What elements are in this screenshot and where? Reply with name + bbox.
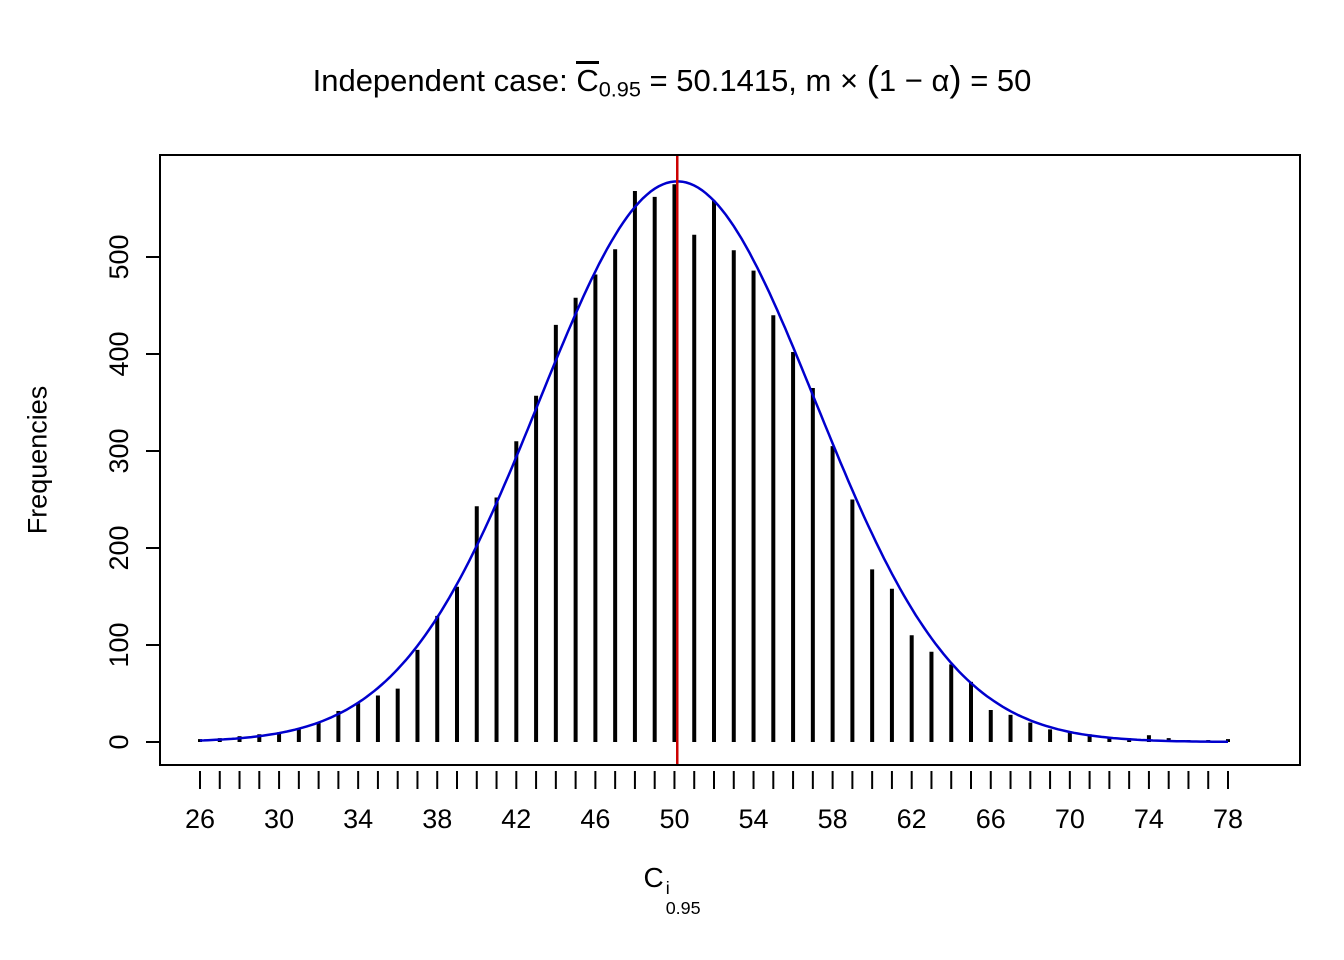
x-axis-label-subscript: 0.95	[665, 898, 701, 919]
title-prefix: Independent case:	[312, 63, 577, 98]
x-axis-label-letter: C	[643, 862, 664, 893]
density-curve	[199, 180, 1228, 744]
x-tick-label-78: 78	[1213, 804, 1243, 834]
x-tick-label-70: 70	[1055, 804, 1085, 834]
x-tick-label-34: 34	[343, 804, 373, 834]
title-paren-close: )	[949, 58, 962, 99]
x-tick-label-54: 54	[739, 804, 769, 834]
x-tick-label-42: 42	[501, 804, 531, 834]
x-tick-label-50: 50	[659, 804, 689, 834]
x-tick-label-38: 38	[422, 804, 452, 834]
plot-box	[159, 154, 1301, 766]
title-cbar: C	[576, 61, 599, 98]
x-tick-label-46: 46	[580, 804, 610, 834]
x-tick-label-62: 62	[897, 804, 927, 834]
y-tick-label-300: 300	[104, 428, 134, 473]
title-paren-inner: 1 − α	[878, 63, 950, 98]
x-axis: 26 30 34 38 42 46 50 54 58 62 66 70 74 78	[185, 771, 1243, 834]
histogram-bars	[198, 184, 1230, 742]
y-axis: 0 100 200 300 400 500	[104, 234, 160, 750]
y-tick-label-0: 0	[104, 734, 134, 749]
y-axis-label: Frequencies	[22, 385, 53, 535]
title-mid: = 50.1415, m	[640, 63, 840, 98]
title-cbar-subscript: 0.95	[598, 76, 641, 102]
x-tick-label-66: 66	[976, 804, 1006, 834]
y-tick-label-400: 400	[104, 331, 134, 376]
chart-title: Independent case: C0.95 = 50.1415, m × (…	[0, 58, 1344, 103]
x-tick-label-26: 26	[185, 804, 215, 834]
y-tick-label-100: 100	[104, 622, 134, 667]
x-tick-label-58: 58	[818, 804, 848, 834]
title-paren-open: (	[866, 58, 879, 99]
x-tick-label-30: 30	[264, 804, 294, 834]
x-tick-label-74: 74	[1134, 804, 1164, 834]
title-times: ×	[839, 63, 867, 98]
y-tick-label-200: 200	[104, 525, 134, 570]
y-tick-label-500: 500	[104, 234, 134, 279]
title-suffix: = 50	[961, 63, 1032, 98]
x-axis-label-scripts: i 0.95	[666, 879, 701, 918]
x-axis-label-superscript: i	[665, 878, 670, 899]
